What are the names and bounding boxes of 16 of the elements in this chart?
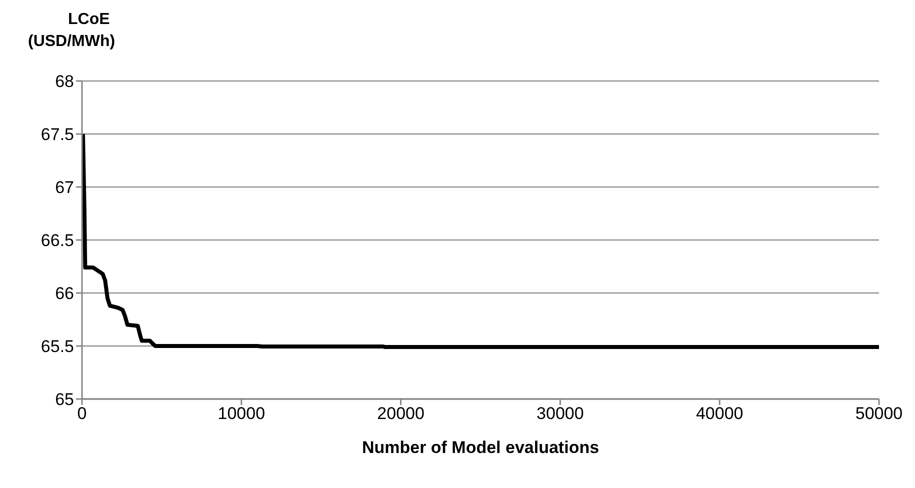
- y-tick-label: 66: [55, 284, 74, 304]
- y-tick-label: 65.5: [40, 337, 74, 356]
- y-axis-title: LCoE (USD/MWh): [28, 11, 116, 50]
- y-tick-label: 67.5: [40, 125, 74, 144]
- y-tick-label: 65: [55, 390, 74, 410]
- line-series: [82, 132, 879, 350]
- y-tick-label: 68: [55, 72, 74, 92]
- x-tick-label: 10000: [218, 404, 266, 424]
- x-tick-label: 30000: [536, 404, 584, 424]
- x-tick-label: 50000: [855, 404, 903, 424]
- x-axis-title: Number of Model evaluations: [362, 438, 600, 457]
- x-tick-label: 20000: [377, 404, 424, 424]
- x-tick-label: 0: [77, 404, 87, 424]
- x-tick-label: 40000: [696, 404, 744, 424]
- y-tick-label: 67: [55, 178, 74, 198]
- y-tick-label: 66.5: [40, 231, 74, 250]
